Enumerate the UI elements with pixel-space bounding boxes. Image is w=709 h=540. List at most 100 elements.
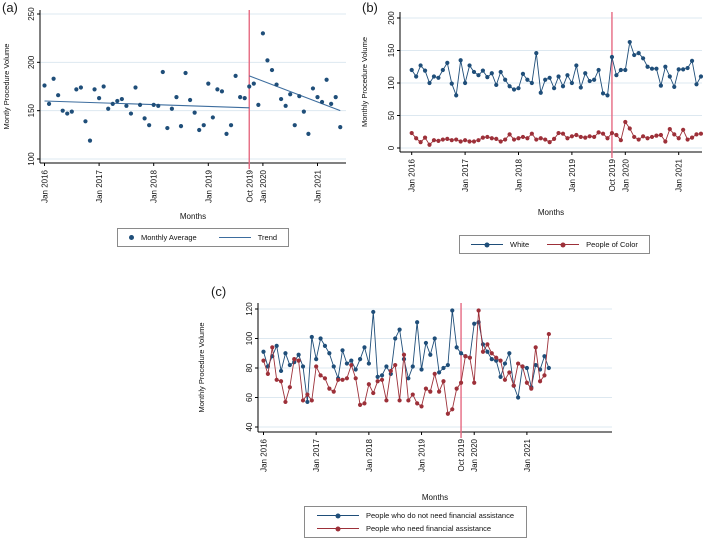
data-point bbox=[397, 327, 402, 332]
data-point bbox=[605, 136, 610, 141]
data-point bbox=[428, 352, 433, 357]
data-point bbox=[605, 93, 610, 98]
data-point bbox=[192, 110, 197, 115]
data-point bbox=[300, 398, 306, 403]
x-tick-label: Jan 2018 bbox=[150, 169, 159, 202]
data-point bbox=[106, 106, 111, 111]
data-point bbox=[592, 77, 597, 82]
legend-item-people-of-color: People of Color bbox=[547, 240, 638, 249]
x-tick-label: Jan 2020 bbox=[470, 438, 479, 471]
data-point bbox=[614, 73, 619, 78]
data-point bbox=[480, 135, 485, 140]
data-point bbox=[397, 398, 402, 403]
line-dot-marker-icon bbox=[317, 526, 359, 531]
data-point bbox=[533, 362, 538, 368]
data-point bbox=[524, 380, 529, 385]
data-point bbox=[322, 343, 328, 348]
data-point bbox=[78, 85, 83, 90]
data-point bbox=[623, 67, 628, 73]
data-point bbox=[283, 103, 288, 108]
data-point bbox=[574, 63, 579, 68]
x-axis-title: Months bbox=[422, 493, 448, 502]
data-point bbox=[689, 58, 695, 64]
x-tick-label: Jan 2021 bbox=[523, 438, 532, 471]
line-marker-icon bbox=[218, 237, 251, 238]
legend-item-monthly-average: Monthly Average bbox=[129, 233, 197, 242]
data-point bbox=[274, 377, 279, 382]
y-tick-label: 100 bbox=[27, 152, 36, 166]
data-point bbox=[454, 137, 459, 142]
data-point bbox=[592, 134, 597, 140]
data-point bbox=[142, 116, 147, 121]
x-tick-label: Jan 2017 bbox=[95, 169, 104, 202]
data-point bbox=[485, 349, 490, 354]
data-point bbox=[467, 63, 472, 68]
data-point bbox=[636, 51, 641, 56]
data-point bbox=[422, 68, 428, 73]
data-point bbox=[160, 69, 165, 75]
data-point bbox=[672, 84, 677, 89]
data-point bbox=[261, 349, 266, 354]
x-tick-label: Oct 2019 bbox=[245, 169, 254, 202]
y-axis-title: Monthly Procedure Volume bbox=[360, 37, 369, 127]
data-point bbox=[542, 354, 547, 359]
data-point bbox=[480, 342, 486, 347]
data-point bbox=[431, 138, 437, 143]
data-point bbox=[46, 101, 52, 106]
y-tick-label: 60 bbox=[245, 393, 254, 402]
data-point bbox=[371, 309, 376, 315]
data-point bbox=[314, 357, 319, 362]
chart-b-svg: 0 50 100 150 200 Jan 2016 Jan 2017 Jan 2018 Jan … bbox=[360, 11, 704, 217]
data-point bbox=[315, 95, 320, 100]
data-point bbox=[338, 125, 343, 130]
data-point bbox=[565, 136, 570, 141]
legend-item-need-financial-assistance: People who need financial assistance bbox=[317, 524, 491, 533]
data-point bbox=[627, 39, 632, 45]
data-point bbox=[529, 386, 534, 391]
data-point bbox=[441, 365, 446, 371]
data-point bbox=[663, 139, 668, 144]
data-point bbox=[507, 132, 512, 137]
data-point bbox=[645, 136, 650, 141]
data-point bbox=[247, 84, 252, 89]
data-point bbox=[525, 136, 530, 141]
data-point bbox=[476, 73, 481, 78]
data-point bbox=[409, 130, 414, 136]
data-point bbox=[454, 345, 459, 350]
data-point bbox=[552, 86, 557, 91]
data-point bbox=[432, 336, 437, 341]
dot-marker-icon bbox=[484, 242, 490, 247]
data-point bbox=[467, 139, 472, 144]
data-point bbox=[278, 368, 284, 374]
data-point bbox=[672, 132, 677, 137]
data-point bbox=[658, 132, 663, 138]
data-point bbox=[287, 385, 292, 390]
legend-label: White bbox=[510, 240, 530, 249]
y-axis-title: Monthly Procedure Volume bbox=[197, 322, 206, 412]
data-point bbox=[445, 136, 450, 141]
data-point bbox=[410, 392, 415, 397]
data-point bbox=[340, 377, 345, 382]
data-point bbox=[42, 83, 47, 88]
x-tick-label: Jan 2016 bbox=[260, 438, 269, 471]
data-point bbox=[489, 351, 494, 356]
data-point bbox=[269, 67, 275, 73]
line-dot-marker-icon bbox=[471, 242, 503, 247]
dot-marker-icon bbox=[560, 242, 566, 247]
data-point bbox=[596, 130, 601, 135]
data-point bbox=[600, 131, 606, 136]
data-point bbox=[333, 95, 338, 100]
data-point bbox=[556, 74, 561, 79]
data-point bbox=[362, 401, 367, 406]
data-point bbox=[178, 124, 184, 129]
data-point bbox=[309, 398, 314, 403]
data-point bbox=[524, 365, 529, 371]
data-point bbox=[414, 136, 419, 141]
panel-a: (a) 100 150 200 250 Jan 2016 Jan 2017 Jan 2018… bbox=[0, 0, 356, 262]
data-point bbox=[676, 136, 681, 141]
data-point bbox=[393, 336, 398, 341]
data-point bbox=[489, 357, 494, 362]
data-point bbox=[667, 127, 672, 132]
data-point bbox=[422, 135, 428, 140]
x-axis-title: Months bbox=[538, 208, 564, 217]
